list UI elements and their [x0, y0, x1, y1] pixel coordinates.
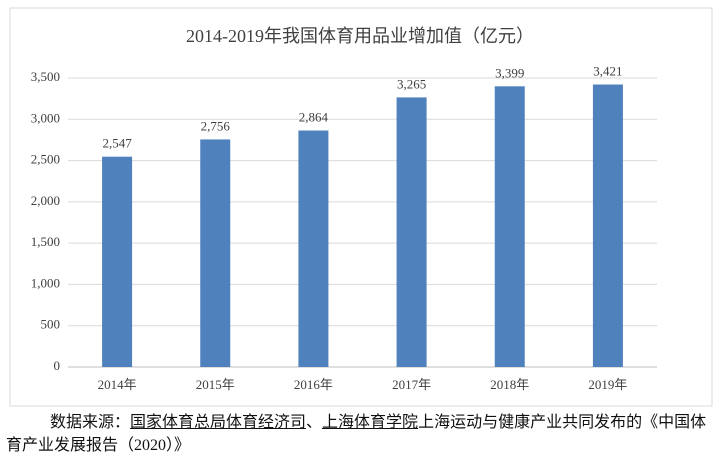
bar	[200, 139, 231, 367]
value-label: 3,399	[495, 65, 524, 80]
x-tick-label: 2014年	[98, 377, 137, 392]
source-text: 、	[306, 414, 323, 431]
bar	[102, 156, 133, 367]
y-tick-label: 3,500	[31, 69, 60, 84]
x-tick-label: 2019年	[588, 377, 627, 392]
chart: 2014-2019年我国体育用品业增加值（亿元） 0 500 1,000 1,500 2…	[9, 7, 713, 407]
y-tick-label: 1,500	[31, 234, 60, 249]
y-tick-label: 3,000	[31, 110, 60, 125]
source-text: 上海运动与健康产业共同发布的《中国体育产业发展报告（2020）》	[6, 414, 707, 454]
y-tick-label: 2,000	[31, 193, 60, 208]
chart-title: 2014-2019年我国体育用品业增加值（亿元）	[186, 26, 534, 46]
x-tick-label: 2017年	[392, 377, 431, 392]
source-text: 数据来源：	[50, 414, 131, 431]
source-text: 上海体育学院	[322, 414, 419, 431]
bar	[298, 130, 329, 367]
value-label: 2,547	[102, 136, 132, 151]
chart-border	[9, 7, 713, 407]
y-tick-label: 500	[41, 317, 61, 332]
y-tick-label: 2,500	[31, 152, 60, 167]
value-label: 3,265	[397, 76, 426, 91]
x-tick-label: 2015年	[196, 377, 235, 392]
source-text: 国家体育总局体育经济司	[130, 414, 307, 431]
bar	[592, 84, 623, 368]
value-label: 2,864	[299, 109, 329, 124]
y-tick-label: 0	[54, 358, 61, 373]
x-tick-label: 2018年	[490, 377, 529, 392]
y-tick-label: 1,000	[31, 275, 60, 290]
value-label: 2,756	[201, 118, 231, 133]
source-note: 数据来源：国家体育总局体育经济司、上海体育学院上海运动与健康产业共同发布的《中国…	[6, 411, 712, 457]
x-tick-label: 2016年	[294, 377, 333, 392]
value-label: 3,421	[593, 64, 622, 79]
bar	[494, 86, 525, 367]
bar	[396, 97, 427, 367]
